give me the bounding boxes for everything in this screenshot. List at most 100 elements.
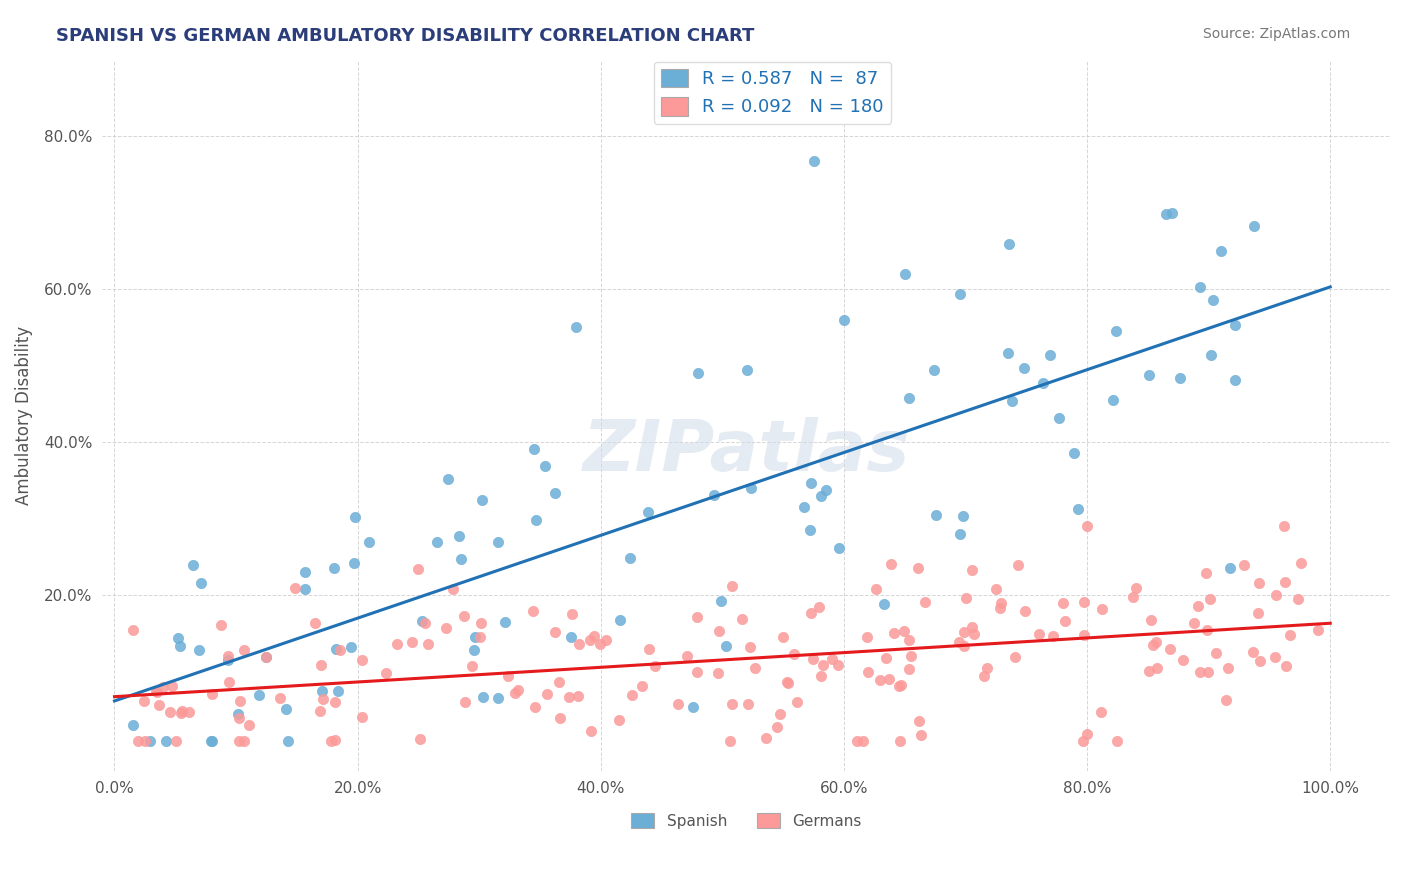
Point	[1007, 558, 1029, 573]
Point	[1063, 446, 1085, 460]
Point	[948, 634, 970, 648]
Point	[960, 563, 983, 577]
Point	[1137, 664, 1160, 678]
Point	[845, 733, 868, 747]
Point	[976, 660, 998, 674]
Point	[463, 642, 485, 657]
Point	[127, 733, 149, 747]
Point	[637, 505, 659, 519]
Point	[799, 523, 821, 537]
Point	[783, 647, 806, 661]
Point	[1199, 591, 1222, 606]
Point	[1241, 645, 1264, 659]
Point	[1219, 560, 1241, 574]
Point	[914, 595, 936, 609]
Point	[810, 669, 832, 683]
Point	[1102, 393, 1125, 408]
Point	[232, 643, 254, 657]
Point	[294, 566, 316, 580]
Point	[411, 614, 433, 628]
Point	[470, 616, 492, 631]
Point	[582, 629, 605, 643]
Point	[1076, 726, 1098, 740]
Point	[413, 616, 436, 631]
Point	[953, 625, 976, 640]
Point	[1047, 411, 1070, 425]
Point	[1202, 293, 1225, 307]
Point	[1247, 606, 1270, 620]
Point	[229, 694, 252, 708]
Point	[827, 657, 849, 672]
Point	[329, 642, 352, 657]
Point	[426, 535, 449, 549]
Point	[311, 683, 333, 698]
Point	[744, 661, 766, 675]
Point	[146, 685, 169, 699]
Point	[986, 582, 1008, 597]
Point	[177, 706, 200, 720]
Point	[1171, 653, 1194, 667]
Point	[155, 733, 177, 747]
Point	[217, 648, 239, 663]
Point	[434, 621, 457, 635]
Point	[889, 679, 911, 693]
Point	[949, 527, 972, 541]
Point	[226, 707, 249, 722]
Point	[567, 689, 589, 703]
Point	[319, 733, 342, 747]
Point	[1140, 613, 1163, 627]
Point	[997, 346, 1019, 360]
Point	[990, 596, 1012, 610]
Point	[666, 697, 689, 711]
Point	[277, 733, 299, 747]
Point	[523, 442, 546, 457]
Point	[309, 658, 332, 673]
Point	[309, 704, 332, 718]
Point	[536, 687, 558, 701]
Point	[1264, 650, 1286, 665]
Point	[132, 694, 155, 708]
Point	[1189, 665, 1212, 679]
Point	[686, 610, 709, 624]
Point	[890, 678, 912, 692]
Point	[776, 675, 799, 690]
Point	[755, 731, 778, 745]
Point	[769, 707, 792, 722]
Point	[900, 648, 922, 663]
Point	[145, 683, 167, 698]
Point	[952, 508, 974, 523]
Point	[581, 724, 603, 739]
Point	[325, 642, 347, 657]
Point	[534, 459, 557, 474]
Point	[139, 733, 162, 747]
Point	[1168, 371, 1191, 385]
Point	[1216, 661, 1239, 675]
Point	[560, 630, 582, 644]
Point	[406, 562, 429, 576]
Point	[1286, 591, 1309, 606]
Point	[682, 700, 704, 714]
Point	[217, 653, 239, 667]
Point	[343, 557, 366, 571]
Point	[269, 690, 291, 705]
Point	[294, 582, 316, 596]
Point	[1073, 628, 1095, 642]
Text: ZIPatlas: ZIPatlas	[583, 417, 910, 485]
Point	[1122, 590, 1144, 604]
Point	[170, 706, 193, 721]
Point	[548, 674, 571, 689]
Point	[160, 680, 183, 694]
Point	[209, 618, 232, 632]
Point	[167, 631, 190, 645]
Point	[200, 687, 222, 701]
Point	[810, 489, 832, 503]
Point	[1154, 207, 1177, 221]
Point	[1247, 576, 1270, 591]
Point	[416, 637, 439, 651]
Point	[190, 575, 212, 590]
Point	[786, 694, 808, 708]
Point	[238, 718, 260, 732]
Point	[737, 697, 759, 711]
Point	[1197, 665, 1219, 679]
Point	[218, 674, 240, 689]
